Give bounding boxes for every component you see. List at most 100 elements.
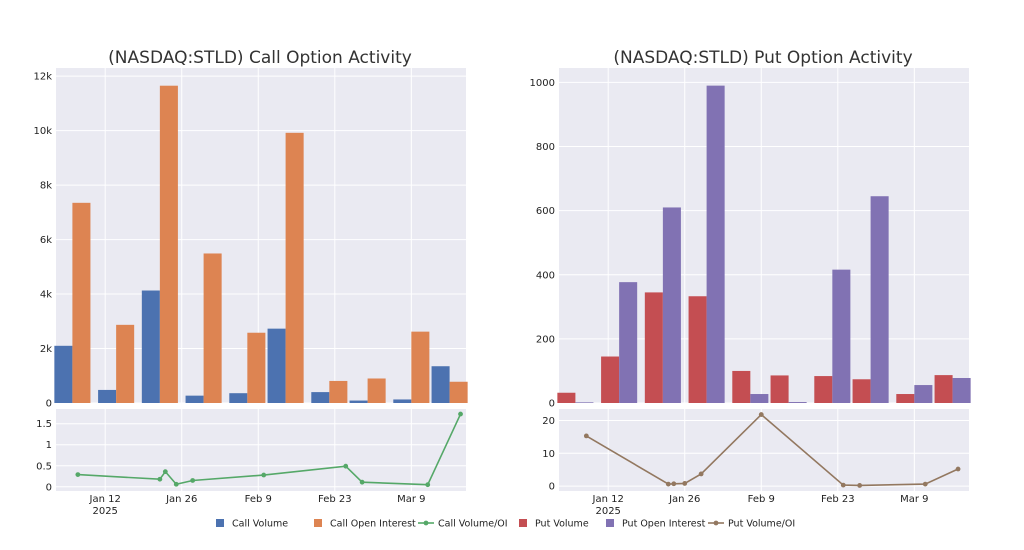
call-bar-y-tick-label: 0 bbox=[46, 399, 52, 410]
call-ratio-point bbox=[343, 463, 349, 469]
legend-marker-put-volume-oi bbox=[713, 520, 719, 526]
legend-label: Put Volume bbox=[535, 519, 589, 530]
call-bar-y-tick-label: 10k bbox=[33, 126, 52, 137]
call-bar-call-open-interest bbox=[411, 331, 430, 403]
call-bar-y-tick-label: 6k bbox=[40, 235, 52, 246]
call-bar-y-tick-label: 8k bbox=[40, 181, 52, 192]
put-ratio-point bbox=[698, 471, 704, 477]
call-ratio-point bbox=[359, 479, 365, 485]
call-bar-call-open-interest bbox=[159, 85, 178, 404]
call-bar-call-volume bbox=[311, 392, 330, 403]
call-x-tick-year-label: 2025 bbox=[92, 506, 117, 517]
call-ratio-plot-area bbox=[56, 409, 466, 491]
legend-swatch-call-open-interest bbox=[314, 519, 322, 527]
legend-swatch-put-open-interest bbox=[606, 519, 614, 527]
legend-label: Call Volume/OI bbox=[438, 519, 508, 530]
put-bar-put-open-interest bbox=[706, 85, 725, 403]
put-ratio-point bbox=[758, 412, 764, 417]
call-ratio-point bbox=[162, 469, 168, 475]
put-ratio-point bbox=[671, 481, 677, 487]
call-x-tick-label: Jan 12 bbox=[89, 494, 121, 505]
put-ratio-point bbox=[840, 482, 846, 488]
call-bar-call-volume bbox=[98, 389, 117, 403]
put-option-panel: (NASDAQ:STLD) Put Option Activity 020040… bbox=[530, 48, 971, 517]
call-x-tick-label: Jan 26 bbox=[165, 494, 197, 505]
call-x-tick-label: Feb 9 bbox=[245, 494, 272, 505]
legend-label: Put Volume/OI bbox=[728, 519, 795, 530]
put-ratio-point bbox=[665, 481, 671, 487]
call-bar-call-volume bbox=[141, 290, 160, 403]
call-bar-call-open-interest bbox=[203, 253, 222, 403]
put-bar-put-open-interest bbox=[832, 269, 851, 403]
call-ratio-line bbox=[77, 413, 462, 486]
call-bar-call-volume bbox=[393, 399, 412, 403]
put-bar-put-volume bbox=[896, 394, 915, 403]
legend: Call Volume Call Open Interest Call Volume… bbox=[216, 519, 795, 530]
call-bar-call-open-interest bbox=[367, 378, 386, 403]
call-ratio-point bbox=[458, 411, 463, 417]
call-ratio-point bbox=[75, 472, 81, 477]
put-chart-title: (NASDAQ:STLD) Put Option Activity bbox=[613, 48, 912, 68]
call-bar-call-open-interest bbox=[449, 381, 468, 403]
put-bar-put-volume bbox=[732, 370, 751, 403]
put-x-tick-label: Jan 12 bbox=[592, 494, 624, 505]
call-bar-call-open-interest bbox=[72, 202, 91, 403]
call-ratio-y-tick-label: 0.5 bbox=[36, 461, 52, 472]
put-bar-put-open-interest bbox=[914, 385, 933, 403]
call-x-tick-label: Feb 23 bbox=[318, 494, 352, 505]
call-bar-call-volume bbox=[267, 328, 286, 403]
call-ratio-point bbox=[190, 478, 196, 483]
call-bar-call-open-interest bbox=[329, 380, 348, 403]
put-bar-put-volume bbox=[814, 376, 833, 403]
put-bar-y-tick-label: 600 bbox=[536, 206, 555, 217]
put-bar-put-open-interest bbox=[952, 377, 971, 403]
put-ratio-point bbox=[955, 466, 961, 472]
put-bar-put-open-interest bbox=[750, 394, 769, 403]
put-bar-put-volume bbox=[934, 375, 953, 403]
call-ratio-y-tick-label: 1.5 bbox=[36, 419, 52, 430]
put-ratio-point bbox=[583, 433, 589, 439]
call-bar-call-open-interest bbox=[285, 132, 304, 403]
put-bar-put-volume bbox=[644, 292, 663, 403]
put-ratio-y-tick-label: 20 bbox=[542, 416, 555, 427]
call-bar-call-open-interest bbox=[116, 324, 135, 403]
call-ratio-point bbox=[425, 482, 431, 488]
legend-swatch-call-volume bbox=[216, 519, 224, 527]
legend-swatch-put-volume bbox=[519, 519, 527, 527]
put-x-tick-label: Feb 9 bbox=[748, 494, 775, 505]
call-ratio-point bbox=[261, 472, 267, 478]
put-bar-y-tick-label: 400 bbox=[536, 270, 555, 281]
put-bar-put-open-interest bbox=[662, 207, 681, 403]
put-bar-put-volume bbox=[852, 379, 871, 403]
put-bar-y-tick-label: 200 bbox=[536, 334, 555, 345]
put-bar-put-volume bbox=[557, 392, 576, 403]
legend-label: Put Open Interest bbox=[622, 519, 706, 530]
call-bar-call-volume bbox=[431, 366, 450, 403]
call-bar-y-tick-label: 12k bbox=[33, 72, 52, 83]
put-bar-put-volume bbox=[601, 356, 620, 403]
call-chart-title: (NASDAQ:STLD) Call Option Activity bbox=[108, 48, 412, 68]
put-x-tick-label: Jan 26 bbox=[668, 494, 700, 505]
call-bar-call-open-interest bbox=[247, 332, 266, 403]
call-bar-call-volume bbox=[229, 393, 248, 403]
put-bar-put-open-interest bbox=[575, 402, 594, 403]
call-ratio-y-tick-label: 0 bbox=[46, 482, 52, 493]
put-ratio-point bbox=[682, 481, 688, 486]
call-bar-call-volume bbox=[349, 400, 368, 403]
legend-label: Call Open Interest bbox=[330, 519, 416, 530]
put-ratio-plot-area bbox=[559, 409, 969, 491]
put-bar-put-open-interest bbox=[788, 402, 807, 403]
call-ratio-point bbox=[173, 481, 179, 487]
put-bar-put-open-interest bbox=[619, 282, 638, 403]
put-bar-y-tick-label: 1000 bbox=[530, 78, 555, 89]
put-bar-put-open-interest bbox=[870, 196, 889, 403]
call-ratio-point bbox=[157, 476, 163, 482]
put-ratio-point bbox=[857, 483, 863, 488]
call-x-tick-label: Mar 9 bbox=[397, 494, 425, 505]
call-bar-call-volume bbox=[185, 395, 204, 403]
call-ratio-y-tick-label: 1 bbox=[46, 440, 52, 451]
put-x-tick-label: Mar 9 bbox=[900, 494, 928, 505]
put-bar-put-volume bbox=[770, 375, 789, 403]
